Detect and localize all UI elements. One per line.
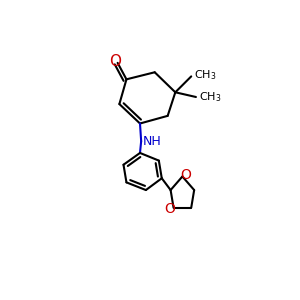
Text: CH$_3$: CH$_3$: [199, 91, 221, 104]
Text: CH$_3$: CH$_3$: [194, 68, 217, 82]
Text: O: O: [164, 202, 175, 216]
Text: O: O: [180, 168, 191, 182]
Text: NH: NH: [142, 135, 161, 148]
Text: O: O: [109, 54, 121, 69]
